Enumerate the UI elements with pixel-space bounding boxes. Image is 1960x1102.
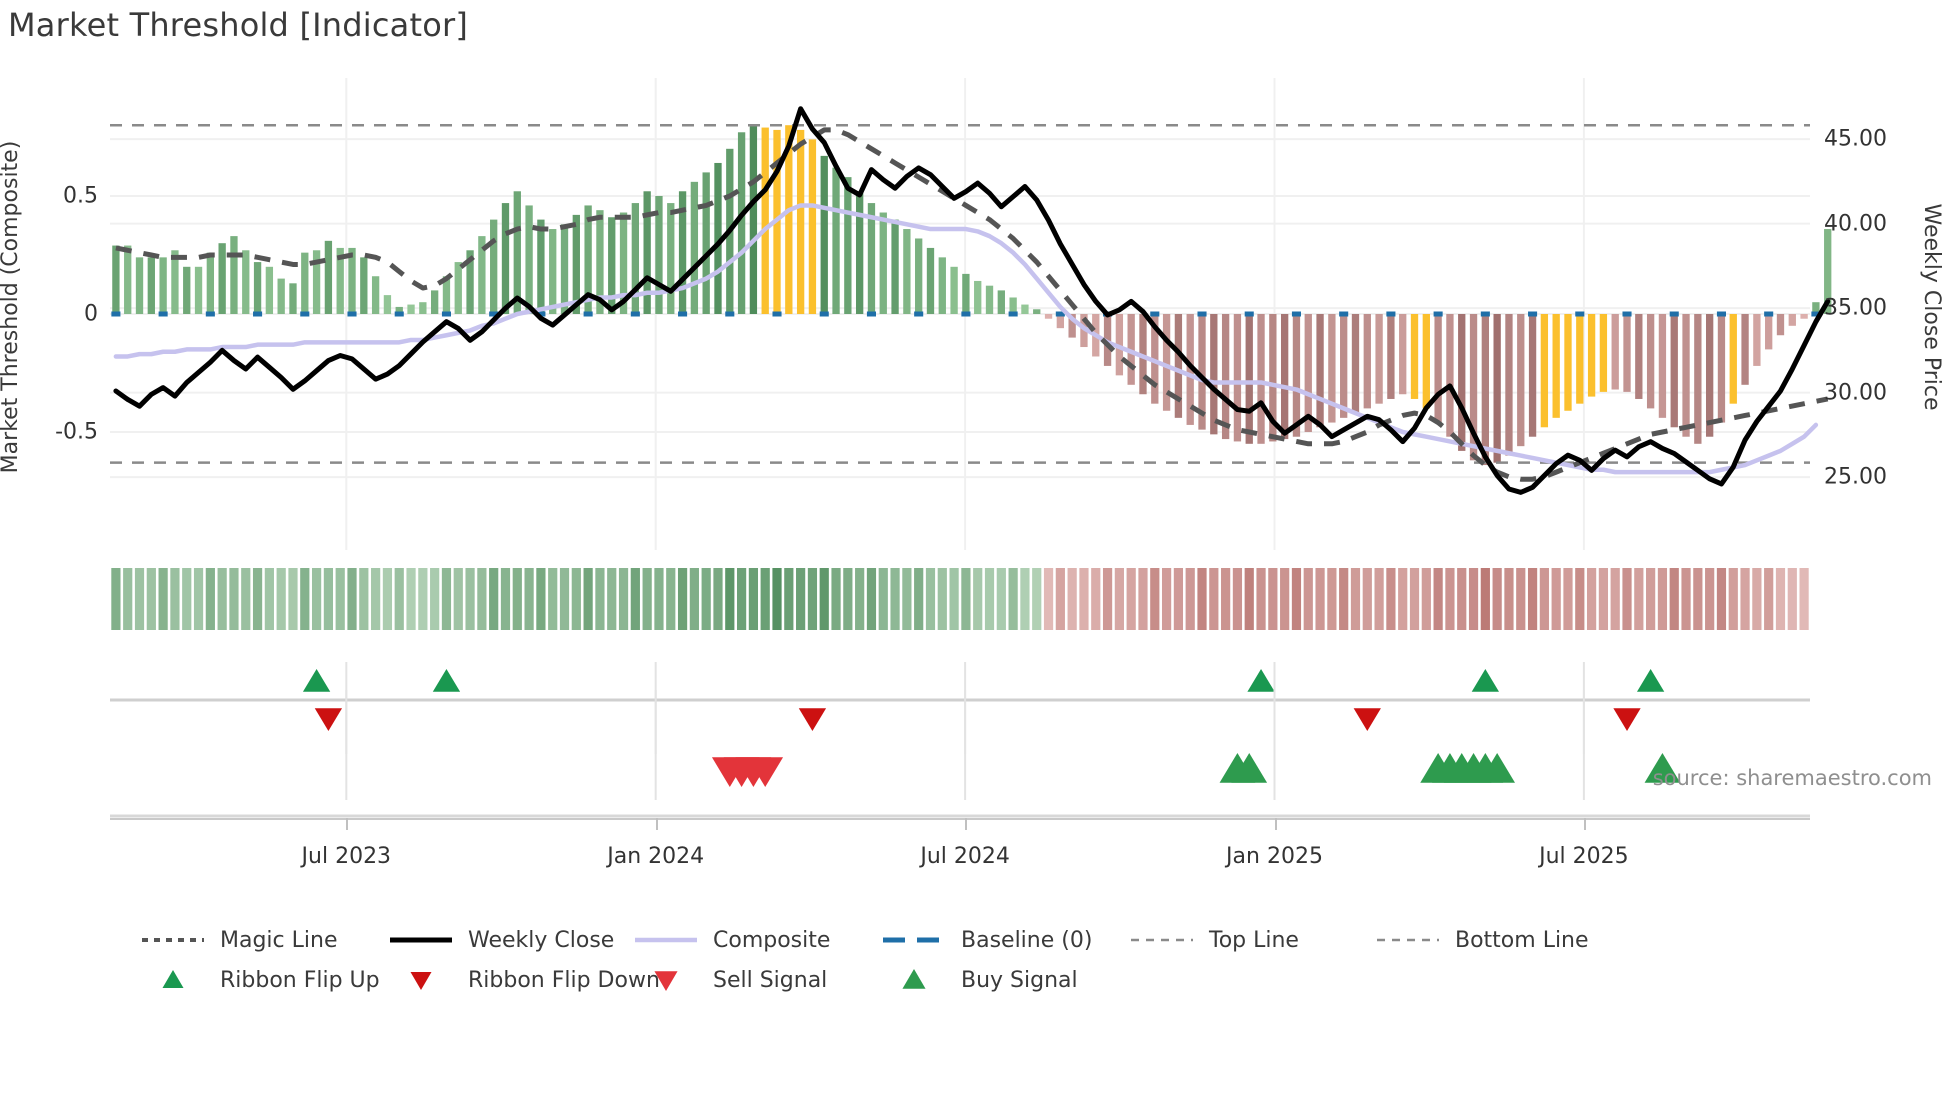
- legend-item-label: Top Line: [1209, 927, 1299, 953]
- legend-item-label: Weekly Close: [468, 927, 615, 953]
- x-axis-line: [110, 818, 1810, 820]
- legend-triangle-down-icon: [388, 965, 454, 995]
- y-axis-left-tick: 0: [84, 301, 98, 327]
- legend-item-label: Sell Signal: [713, 967, 828, 993]
- legend-item[interactable]: Baseline (0): [881, 925, 1129, 955]
- ribbon-flip-up-marker: [432, 669, 461, 692]
- ribbon-flip-panel: [110, 648, 1810, 768]
- legend-item[interactable]: Ribbon Flip Up: [140, 965, 388, 995]
- legend-item[interactable]: Ribbon Flip Down: [388, 965, 660, 995]
- y-axis-right-title: Weekly Close Price: [1919, 203, 1944, 411]
- legend-item-label: Ribbon Flip Down: [468, 967, 660, 993]
- legend-triangle-up-icon: [881, 965, 947, 995]
- ribbon-flip-up-marker: [302, 669, 331, 692]
- ribbon-flip-down-marker: [314, 708, 343, 731]
- legend-item[interactable]: Sell Signal: [633, 965, 881, 995]
- ribbon-flip-up-marker: [1247, 669, 1275, 692]
- legend-item-label: Bottom Line: [1455, 927, 1589, 953]
- source-attribution: source: sharemaestro.com: [1652, 766, 1932, 790]
- ribbon-strip-svg: [111, 568, 1809, 630]
- legend-item-label: Magic Line: [220, 927, 338, 953]
- legend-row-1: Magic Line Weekly Close Composite Baseline …: [140, 925, 1860, 955]
- x-axis-tick-label: Jul 2023: [301, 844, 392, 869]
- buy-signal-marker: [1479, 753, 1516, 783]
- legend-item-label: Ribbon Flip Up: [220, 967, 380, 993]
- chart-legend: Magic Line Weekly Close Composite Baseline …: [140, 925, 1860, 995]
- x-axis-tick-label: Jul 2024: [920, 844, 1010, 869]
- ribbon-flip-up-marker: [1636, 669, 1665, 692]
- legend-item[interactable]: Buy Signal: [881, 965, 1141, 995]
- page-title: Market Threshold [Indicator]: [8, 6, 469, 44]
- y-axis-right-tick: 45.00: [1824, 126, 1887, 152]
- legend-item[interactable]: Weekly Close: [388, 925, 633, 955]
- legend-item-label: Baseline (0): [961, 927, 1093, 953]
- ribbon-flip-down-marker: [1353, 708, 1381, 731]
- ribbon-strip-panel: [110, 568, 1810, 630]
- y-axis-left-title: Market Threshold (Composite): [0, 140, 23, 474]
- legend-triangle-up-icon: [140, 965, 206, 995]
- sell-signal-marker: [747, 757, 784, 787]
- signal-marker-panel: [110, 690, 1810, 830]
- legend-baseline-icon: [881, 925, 947, 955]
- legend-row-2: Ribbon Flip Up Ribbon Flip Down Sell Signa…: [140, 965, 1860, 995]
- y-axis-right-tick: 35.00: [1824, 295, 1887, 321]
- legend-item[interactable]: Composite: [633, 925, 881, 955]
- signal-marker-svg: [110, 690, 1810, 818]
- ribbon-flip-svg: [110, 662, 1810, 754]
- legend-dotted-line-icon: [1129, 925, 1195, 955]
- x-axis-tick-label: Jan 2025: [1226, 844, 1323, 869]
- buy-signal-marker: [1644, 753, 1681, 783]
- y-axis-left-tick: -0.5: [55, 419, 98, 445]
- legend-solid-line-icon: [388, 925, 454, 955]
- ribbon-flip-up-marker: [1471, 669, 1499, 692]
- legend-triangle-down-icon: [633, 965, 699, 995]
- ribbon-flip-down-marker: [798, 708, 827, 731]
- x-axis-tick-mark: [655, 818, 658, 830]
- x-axis-tick-mark: [1583, 818, 1586, 830]
- legend-dashed-line-icon: [140, 925, 206, 955]
- legend-dotted-line-icon: [1375, 925, 1441, 955]
- legend-composite-line-icon: [633, 925, 699, 955]
- x-axis-tick-mark: [1274, 818, 1277, 830]
- ribbon-flip-down-marker: [1613, 708, 1641, 731]
- legend-item[interactable]: Top Line: [1129, 925, 1375, 955]
- y-axis-right-tick: 30.00: [1824, 380, 1887, 406]
- x-axis-tick-mark: [346, 818, 349, 830]
- legend-item[interactable]: Bottom Line: [1375, 925, 1625, 955]
- buy-signal-marker: [1231, 753, 1268, 783]
- legend-item-label: Composite: [713, 927, 831, 953]
- y-axis-left-tick: 0.5: [63, 183, 98, 209]
- main-plot-panel: 0.5 0 -0.5 45.00 40.00 35.00 30.00 25.00: [55, 78, 1887, 550]
- legend-item[interactable]: Magic Line: [140, 925, 388, 955]
- y-axis-right-tick: 40.00: [1824, 211, 1887, 237]
- x-axis: Jul 2023 Jan 2024 Jul 2024 Jan 2025 Jul 2025: [110, 818, 1810, 878]
- x-axis-tick-label: Jan 2024: [607, 844, 705, 869]
- x-axis-tick-label: Jul 2025: [1539, 844, 1629, 869]
- x-axis-tick-mark: [965, 818, 968, 830]
- y-axis-right-tick: 25.00: [1824, 464, 1887, 490]
- main-plot-svg: [110, 78, 1832, 550]
- legend-item-label: Buy Signal: [961, 967, 1078, 993]
